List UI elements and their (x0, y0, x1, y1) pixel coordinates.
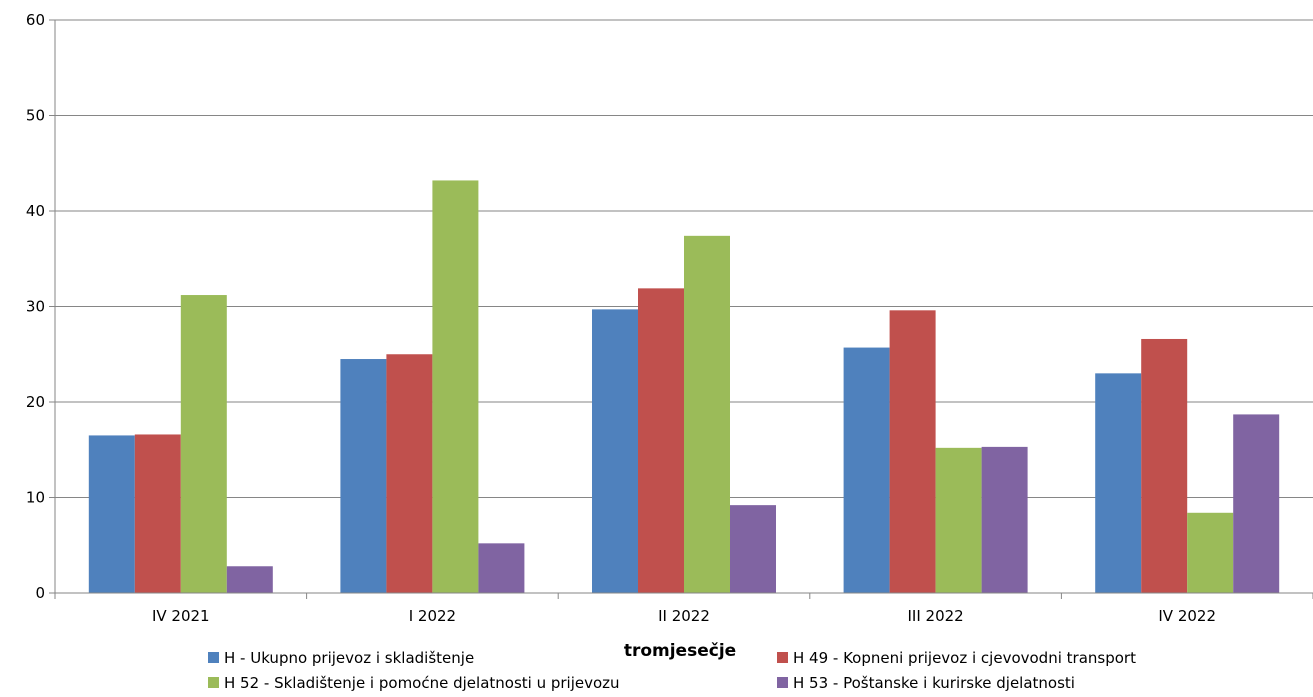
bar (386, 354, 433, 593)
bar (889, 310, 936, 593)
bar (340, 359, 387, 593)
bar (134, 434, 181, 593)
bar (88, 435, 135, 593)
x-tick-label: III 2022 (907, 607, 963, 625)
x-axis-title: tromjesečje (624, 641, 736, 661)
y-tick-label: 30 (26, 298, 45, 316)
bar (226, 566, 273, 593)
bar (1095, 373, 1142, 593)
bar (638, 288, 684, 593)
bar (478, 543, 525, 593)
legend-item: H 52 - Skladištenje i pomoćne djelatnost… (208, 674, 620, 692)
legend-label: H - Ukupno prijevoz i skladištenje (224, 649, 474, 667)
bar (1233, 414, 1280, 593)
bar (935, 447, 982, 593)
bar (730, 505, 776, 593)
bar (843, 347, 890, 593)
legend-label: H 52 - Skladištenje i pomoćne djelatnost… (224, 674, 620, 692)
y-tick-label: 50 (26, 107, 45, 125)
legend: H - Ukupno prijevoz i skladištenje H 49 -… (208, 649, 1136, 692)
bar (981, 446, 1028, 593)
x-tick-label: I 2022 (409, 607, 456, 625)
bar (1141, 338, 1188, 593)
y-tick-label: 0 (35, 584, 45, 602)
legend-item: H 49 - Kopneni prijevoz i cjevovodni tra… (777, 649, 1136, 667)
x-tick-label: IV 2021 (152, 607, 210, 625)
x-tick-label: IV 2022 (1158, 607, 1216, 625)
legend-swatch (777, 652, 788, 663)
y-tick-label: 20 (26, 393, 45, 411)
axes (49, 19, 1313, 599)
bar (432, 180, 479, 593)
legend-label: H 49 - Kopneni prijevoz i cjevovodni tra… (793, 649, 1136, 667)
bar (180, 295, 227, 593)
y-tick-label: 60 (26, 11, 45, 29)
legend-swatch (777, 677, 788, 688)
tick-labels: 0 10 20 30 40 50 60 IV 2021 I 2022 II 2022 III 202… (26, 11, 1216, 625)
bar (1187, 512, 1234, 593)
bar (592, 309, 638, 593)
y-tick-label: 40 (26, 202, 45, 220)
bars (88, 180, 1280, 593)
legend-label: H 53 - Poštanske i kurirske djelatnosti (793, 674, 1075, 692)
legend-swatch (208, 677, 219, 688)
legend-item: H - Ukupno prijevoz i skladištenje (208, 649, 474, 667)
legend-item: H 53 - Poštanske i kurirske djelatnosti (777, 674, 1075, 692)
bar (684, 235, 730, 593)
legend-swatch (208, 652, 219, 663)
y-tick-label: 10 (26, 489, 45, 507)
x-tick-label: II 2022 (658, 607, 710, 625)
